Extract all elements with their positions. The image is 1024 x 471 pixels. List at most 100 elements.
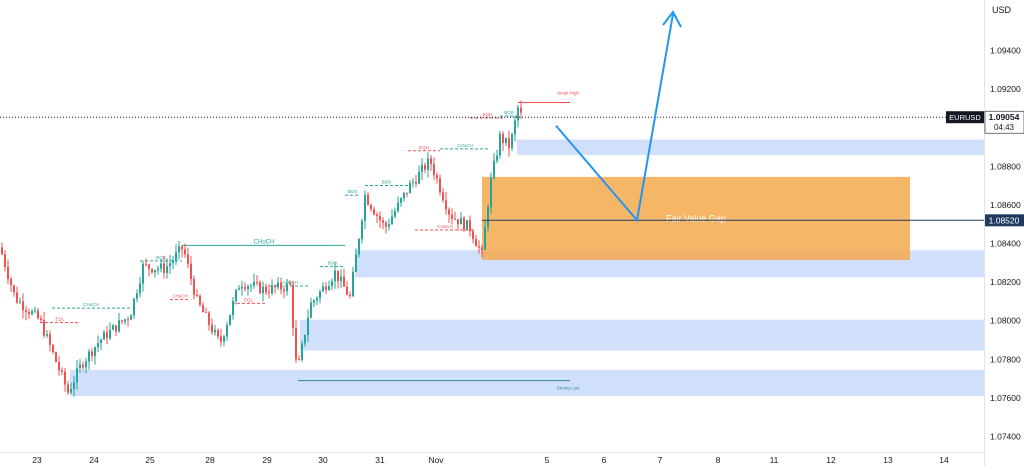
- candle-body: [4, 254, 6, 268]
- candle-body: [154, 269, 156, 273]
- candle-body: [469, 220, 471, 232]
- candle-body: [466, 220, 468, 230]
- date-tick-7: Nov: [428, 455, 444, 465]
- candle-body: [58, 362, 60, 371]
- structure-label-7: BOS: [348, 189, 358, 194]
- structure-label-13: BOS: [504, 110, 514, 115]
- structure-label-9: EQH: [419, 145, 429, 150]
- candle-body: [184, 249, 186, 255]
- candle-body: [67, 384, 69, 393]
- candle-body: [13, 285, 15, 293]
- candle-body: [481, 247, 483, 250]
- candle-body: [64, 371, 66, 385]
- candle-body: [379, 215, 381, 221]
- price-tick-7: 1.07800: [990, 354, 1021, 364]
- candle-body: [427, 158, 429, 170]
- candle-body: [85, 361, 87, 368]
- candle-body: [511, 134, 513, 149]
- candle-body: [133, 298, 135, 316]
- candle-body: [424, 165, 426, 170]
- candle-body: [70, 388, 72, 393]
- weak-high-label: Weak High: [557, 91, 579, 96]
- date-tick-12: 11: [770, 455, 779, 465]
- date-tick-6: 31: [375, 455, 385, 465]
- date-tick-0: 23: [32, 455, 42, 465]
- candle-body: [16, 292, 18, 303]
- candle-body: [190, 263, 192, 279]
- projection-arrowhead: [662, 10, 682, 28]
- candle-body: [286, 283, 288, 292]
- date-tick-11: 8: [716, 455, 721, 465]
- candle-body: [289, 283, 291, 285]
- date-tick-9: 6: [602, 455, 607, 465]
- structure-label-8: BOS: [382, 180, 392, 185]
- candle-body: [238, 288, 240, 290]
- price-tick-4: 1.08400: [990, 238, 1021, 248]
- candle-body: [79, 364, 81, 369]
- candle-body: [169, 263, 171, 267]
- price-tick-8: 1.07600: [990, 393, 1021, 403]
- candle-body: [457, 219, 459, 225]
- candle-body: [88, 351, 90, 362]
- candle-body: [112, 325, 114, 330]
- candle-body: [409, 182, 411, 194]
- candle-body: [130, 315, 132, 320]
- candle-body: [382, 220, 384, 223]
- projection-arrow: [555, 13, 674, 223]
- candle-body: [226, 325, 228, 337]
- candle-body: [274, 285, 276, 288]
- current-price-tag-bg: [984, 110, 1024, 134]
- candle-body: [358, 239, 360, 255]
- candle-body: [433, 164, 435, 176]
- candle-body: [250, 285, 252, 287]
- price-tick-5: 1.08200: [990, 277, 1021, 287]
- candles-layer: [1, 100, 522, 397]
- candle-body: [412, 181, 414, 183]
- candle-body: [43, 320, 45, 336]
- candle-body: [304, 334, 306, 344]
- candle-body: [124, 319, 126, 322]
- candle-body: [211, 324, 213, 333]
- candle-body: [508, 137, 510, 149]
- candle-body: [460, 217, 462, 225]
- candle-body: [514, 120, 516, 135]
- candle-body: [220, 336, 222, 342]
- candle-body: [145, 263, 147, 265]
- candle-body: [61, 370, 63, 372]
- candle-body: [343, 276, 345, 287]
- candle-body: [244, 287, 246, 290]
- candle-body: [484, 227, 486, 250]
- candle-body: [295, 328, 297, 360]
- ob-zone-top: [517, 139, 984, 156]
- current-price-label: 1.09054: [989, 112, 1020, 122]
- candle-body: [187, 254, 189, 264]
- candle-body: [391, 216, 393, 225]
- candle-body: [127, 319, 129, 321]
- structure-label-4: EQL: [244, 297, 254, 302]
- candle-body: [28, 312, 30, 315]
- structure-label-1: BOS: [156, 255, 166, 260]
- candle-body: [499, 133, 501, 156]
- candle-body: [271, 285, 273, 294]
- candle-body: [268, 292, 270, 294]
- candle-body: [445, 200, 447, 210]
- candle-body: [292, 284, 294, 329]
- candle-body: [346, 286, 348, 295]
- price-tick-0: 1.09400: [990, 45, 1021, 55]
- candle-body: [193, 278, 195, 296]
- candle-body: [331, 281, 333, 287]
- candle-body: [376, 214, 378, 216]
- candle-body: [91, 351, 93, 357]
- candle-body: [415, 181, 417, 184]
- candle-body: [208, 312, 210, 325]
- candle-body: [235, 289, 237, 301]
- candle-body: [256, 281, 258, 283]
- candle-body: [355, 254, 357, 272]
- candle-body: [19, 301, 21, 303]
- candle-body: [373, 209, 375, 215]
- overlay-layer: [0, 10, 984, 223]
- candle-body: [259, 282, 261, 294]
